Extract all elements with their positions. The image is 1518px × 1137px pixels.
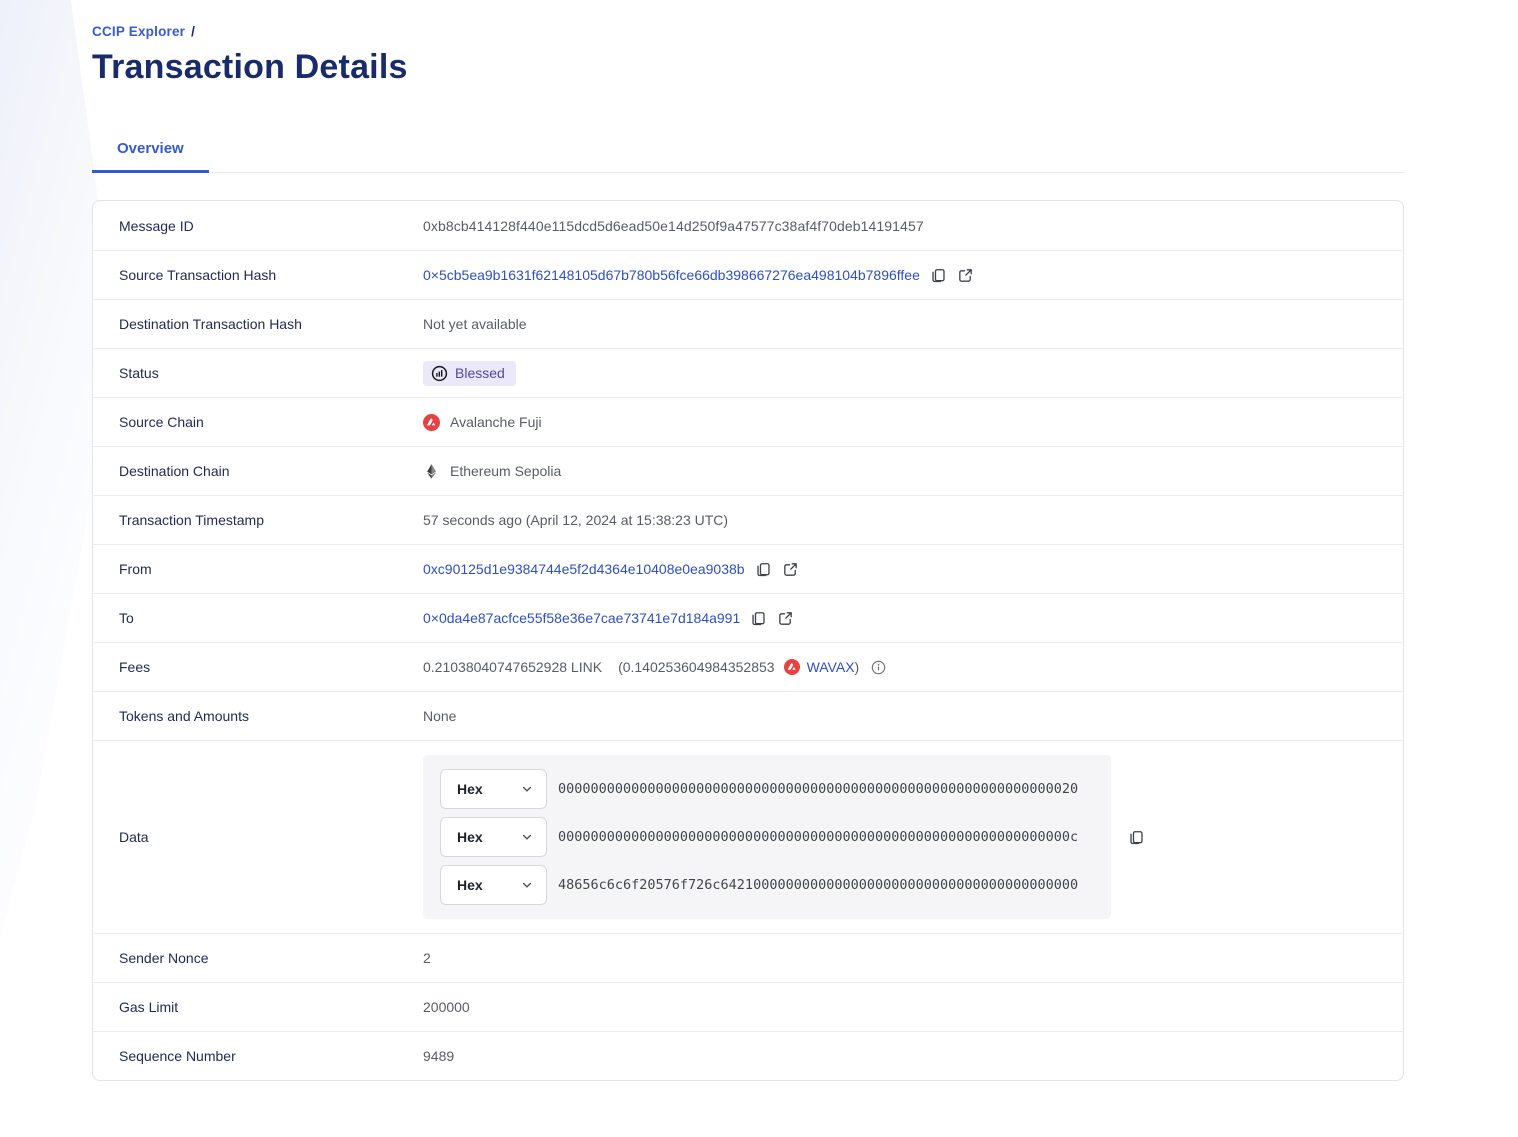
row-destination-transaction-hash: Destination Transaction Hash Not yet ava… bbox=[93, 299, 1403, 348]
message-id-label: Message ID bbox=[119, 217, 194, 234]
row-to: To 0×0da4e87acfce55f58e36e7cae73741e7d18… bbox=[93, 593, 1403, 642]
sender-nonce-label: Sender Nonce bbox=[119, 950, 209, 966]
data-hex-panel: Hex 000000000000000000000000000000000000… bbox=[423, 755, 1111, 919]
row-tokens-and-amounts: Tokens and Amounts None bbox=[93, 691, 1403, 740]
data-line: Hex 000000000000000000000000000000000000… bbox=[440, 817, 1111, 857]
wavax-token-link[interactable]: WAVAX bbox=[806, 659, 855, 675]
data-format-select[interactable]: Hex bbox=[440, 865, 547, 905]
data-format-select-value: Hex bbox=[457, 877, 483, 893]
breadcrumb-separator: / bbox=[191, 24, 196, 39]
external-link-button[interactable] bbox=[957, 267, 974, 284]
status-label: Status bbox=[119, 365, 159, 381]
dest-tx-hash-label: Destination Transaction Hash bbox=[119, 316, 302, 332]
data-format-select-value: Hex bbox=[457, 781, 483, 797]
sender-nonce-value: 2 bbox=[423, 950, 431, 966]
dest-tx-hash-value: Not yet available bbox=[423, 316, 527, 332]
external-link-icon bbox=[782, 561, 799, 578]
data-hex-text: 0000000000000000000000000000000000000000… bbox=[558, 829, 1079, 845]
external-link-icon bbox=[957, 267, 974, 284]
fees-amount: 0.21038040747652928 LINK bbox=[423, 659, 603, 675]
fees-info-button[interactable] bbox=[871, 660, 886, 675]
status-badge: Blessed bbox=[423, 360, 516, 386]
row-from: From 0xc90125d1e9384744e5f2d4364e10408e0… bbox=[93, 544, 1403, 593]
data-format-select[interactable]: Hex bbox=[440, 769, 547, 809]
tab-overview[interactable]: Overview bbox=[92, 127, 209, 173]
blessed-signal-icon bbox=[431, 365, 448, 382]
source-tx-hash-label: Source Transaction Hash bbox=[119, 267, 277, 283]
row-source-transaction-hash: Source Transaction Hash 0×5cb5ea9b1631f6… bbox=[93, 250, 1403, 299]
row-destination-chain: Destination Chain Ethereum Sepolia bbox=[93, 446, 1403, 495]
chevron-down-icon bbox=[520, 782, 534, 796]
breadcrumb-link-ccip-explorer[interactable]: CCIP Explorer bbox=[92, 24, 186, 39]
transaction-details-card: Message ID 0xb8cb414128f440e115dcd5d6ead… bbox=[92, 200, 1404, 1081]
data-line: Hex 48656c6c6f20576f726c6421000000000000… bbox=[440, 865, 1111, 905]
copy-icon bbox=[755, 561, 772, 578]
data-hex-text: 0000000000000000000000000000000000000000… bbox=[558, 781, 1079, 797]
copy-icon bbox=[930, 267, 947, 284]
timestamp-label: Transaction Timestamp bbox=[119, 512, 264, 528]
data-hex-text: 48656c6c6f20576f726c64210000000000000000… bbox=[558, 877, 1079, 893]
copy-icon bbox=[1128, 829, 1145, 846]
avalanche-icon bbox=[783, 659, 800, 675]
gas-limit-label: Gas Limit bbox=[119, 999, 179, 1015]
row-message-id: Message ID 0xb8cb414128f440e115dcd5d6ead… bbox=[93, 201, 1403, 250]
row-sequence-number: Sequence Number 9489 bbox=[93, 1031, 1403, 1080]
avalanche-icon bbox=[423, 413, 440, 431]
data-format-select[interactable]: Hex bbox=[440, 817, 547, 857]
source-chain-label: Source Chain bbox=[119, 414, 204, 430]
fees-converted-close: ) bbox=[854, 659, 860, 675]
row-source-chain: Source Chain Avalanche Fuji bbox=[93, 397, 1403, 446]
info-icon bbox=[871, 660, 886, 675]
copy-icon bbox=[750, 610, 767, 627]
row-transaction-timestamp: Transaction Timestamp 57 seconds ago (Ap… bbox=[93, 495, 1403, 544]
ethereum-icon bbox=[423, 463, 440, 480]
from-label: From bbox=[119, 561, 152, 577]
timestamp-value: 57 seconds ago (April 12, 2024 at 15:38:… bbox=[423, 512, 729, 528]
status-badge-text: Blessed bbox=[455, 365, 505, 381]
breadcrumb: CCIP Explorer / bbox=[92, 24, 1404, 39]
row-gas-limit: Gas Limit 200000 bbox=[93, 982, 1403, 1031]
to-label: To bbox=[119, 610, 134, 626]
fees-label: Fees bbox=[119, 659, 151, 675]
sequence-number-label: Sequence Number bbox=[119, 1048, 236, 1064]
copy-button[interactable] bbox=[755, 561, 772, 578]
external-link-button[interactable] bbox=[782, 561, 799, 578]
source-chain-name: Avalanche Fuji bbox=[450, 414, 542, 430]
dest-chain-name: Ethereum Sepolia bbox=[450, 463, 562, 479]
row-sender-nonce: Sender Nonce 2 bbox=[93, 933, 1403, 982]
chevron-down-icon bbox=[520, 878, 534, 892]
copy-button[interactable] bbox=[750, 610, 767, 627]
source-tx-hash-link[interactable]: 0×5cb5ea9b1631f62148105d67b780b56fce66db… bbox=[423, 267, 920, 283]
data-label: Data bbox=[119, 829, 149, 845]
external-link-icon bbox=[777, 610, 794, 627]
message-id-value: 0xb8cb414128f440e115dcd5d6ead50e14d250f9… bbox=[423, 217, 924, 234]
tokens-value: None bbox=[423, 708, 457, 724]
page-title: Transaction Details bbox=[92, 48, 408, 86]
tokens-label: Tokens and Amounts bbox=[119, 708, 249, 724]
fees-converted-open: (0.140253604984352853 bbox=[618, 659, 775, 675]
from-address-link[interactable]: 0xc90125d1e9384744e5f2d4364e10408e0ea903… bbox=[423, 561, 745, 577]
sequence-number-value: 9489 bbox=[423, 1048, 455, 1064]
chevron-down-icon bbox=[520, 830, 534, 844]
data-line: Hex 000000000000000000000000000000000000… bbox=[440, 769, 1111, 809]
copy-data-button[interactable] bbox=[1128, 829, 1145, 846]
copy-button[interactable] bbox=[930, 267, 947, 284]
dest-chain-label: Destination Chain bbox=[119, 463, 230, 479]
row-status: Status Blessed bbox=[93, 348, 1403, 397]
gas-limit-value: 200000 bbox=[423, 999, 470, 1015]
row-data: Data Hex 0000000000000000000000000000000… bbox=[93, 740, 1403, 933]
external-link-button[interactable] bbox=[777, 610, 794, 627]
data-format-select-value: Hex bbox=[457, 829, 483, 845]
to-address-link[interactable]: 0×0da4e87acfce55f58e36e7cae73741e7d184a9… bbox=[423, 610, 741, 626]
main-content: CCIP Explorer / Transaction Details Overv… bbox=[92, 0, 1404, 1081]
tab-bar: Overview bbox=[92, 127, 1404, 173]
row-fees: Fees 0.21038040747652928 LINK (0.1402536… bbox=[93, 642, 1403, 691]
